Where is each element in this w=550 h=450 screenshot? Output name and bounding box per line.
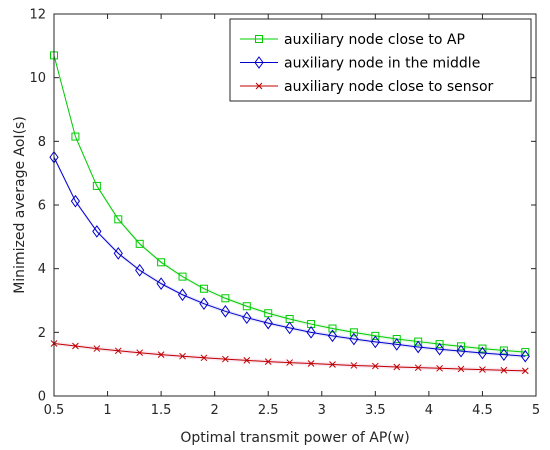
legend-label: auxiliary node close to AP xyxy=(284,32,465,48)
data-point xyxy=(177,288,188,302)
legend-label: auxiliary node in the middle xyxy=(284,56,480,72)
data-point xyxy=(371,362,379,370)
data-point xyxy=(113,247,123,260)
data-point xyxy=(477,346,488,360)
x-tick-label: 0.5 xyxy=(44,403,65,418)
data-point xyxy=(242,302,251,311)
data-point xyxy=(136,349,144,357)
data-point xyxy=(329,361,336,368)
data-point xyxy=(436,364,443,372)
data-point xyxy=(413,340,423,354)
y-tick-label: 10 xyxy=(29,71,46,86)
data-point xyxy=(327,329,338,343)
ticks-layer: 0.5 1 1.5 2 2.5 3 3.5 4 4.5 5 0 2 4 6 8 10 12 xyxy=(29,8,540,419)
data-point xyxy=(286,359,293,366)
data-point xyxy=(478,344,487,353)
data-point xyxy=(521,367,529,375)
data-point xyxy=(178,272,187,281)
data-point xyxy=(93,345,101,352)
data-point xyxy=(114,215,123,224)
x-tick-label: 4.5 xyxy=(472,403,493,418)
data-point xyxy=(499,346,508,355)
y-tick-label: 6 xyxy=(38,199,46,214)
data-point xyxy=(392,335,401,344)
data-point xyxy=(371,331,380,340)
data-point xyxy=(521,348,530,357)
x-tick-label: 5 xyxy=(532,403,540,418)
x-tick-label: 3 xyxy=(318,403,326,418)
data-point xyxy=(520,349,530,363)
data-point xyxy=(435,340,444,349)
data-point xyxy=(500,366,508,374)
data-point xyxy=(414,337,423,346)
data-point xyxy=(135,263,145,277)
legend-marker xyxy=(254,56,264,69)
data-point xyxy=(349,332,359,346)
data-point xyxy=(393,363,401,371)
data-point xyxy=(199,297,209,311)
x-tick-label: 4 xyxy=(425,403,433,418)
x-tick-label: 1 xyxy=(103,403,111,418)
data-point xyxy=(457,365,465,373)
data-point xyxy=(499,348,509,361)
series-line-1 xyxy=(53,55,526,353)
data-point xyxy=(285,321,295,335)
data-point xyxy=(456,344,466,358)
data-point xyxy=(242,311,252,325)
data-point xyxy=(92,225,102,238)
x-tick-label: 3.5 xyxy=(365,403,386,418)
y-tick-label: 12 xyxy=(29,8,46,23)
legend-label: auxiliary node close to sensor xyxy=(284,79,494,95)
legend-marker xyxy=(255,82,263,90)
legend: auxiliary node close to AP auxiliary node… xyxy=(229,18,532,102)
legend-box xyxy=(229,18,532,102)
data-point xyxy=(263,316,273,330)
y-axis-title: Minimized average AoI(s) xyxy=(12,116,28,294)
data-point xyxy=(457,342,466,351)
data-point xyxy=(392,338,402,351)
data-point xyxy=(72,342,79,350)
legend-marker xyxy=(255,35,263,43)
y-tick-label: 0 xyxy=(38,390,46,405)
y-tick-label: 2 xyxy=(38,326,46,341)
data-point xyxy=(264,309,273,318)
data-point xyxy=(70,194,81,208)
data-point xyxy=(221,294,230,303)
data-point xyxy=(370,335,380,349)
x-tick-label: 2 xyxy=(211,403,219,418)
data-point xyxy=(135,239,144,248)
data-point xyxy=(222,355,229,363)
data-point xyxy=(157,258,166,267)
data-point xyxy=(243,356,251,364)
x-axis-title: Optimal transmit power of AP(w) xyxy=(180,430,409,446)
x-tick-label: 1.5 xyxy=(151,403,172,418)
data-point xyxy=(328,324,337,333)
data-point xyxy=(71,132,80,141)
data-point xyxy=(349,328,358,337)
data-point xyxy=(156,277,166,290)
data-point xyxy=(114,347,122,355)
data-point xyxy=(350,362,358,369)
data-point xyxy=(306,325,316,339)
data-point xyxy=(264,358,272,365)
data-point xyxy=(434,342,445,356)
data-point xyxy=(414,364,422,372)
series-layer xyxy=(49,51,530,375)
data-point xyxy=(307,360,315,367)
y-tick-label: 8 xyxy=(38,135,46,150)
y-tick-label: 4 xyxy=(38,262,46,277)
series-line-2 xyxy=(53,157,526,357)
data-point xyxy=(179,352,186,360)
data-point xyxy=(92,181,101,190)
data-point xyxy=(479,366,486,373)
x-tick-label: 2.5 xyxy=(258,403,279,418)
data-point xyxy=(157,351,165,358)
data-point xyxy=(200,354,208,362)
data-point xyxy=(199,284,208,293)
data-point xyxy=(220,304,230,318)
